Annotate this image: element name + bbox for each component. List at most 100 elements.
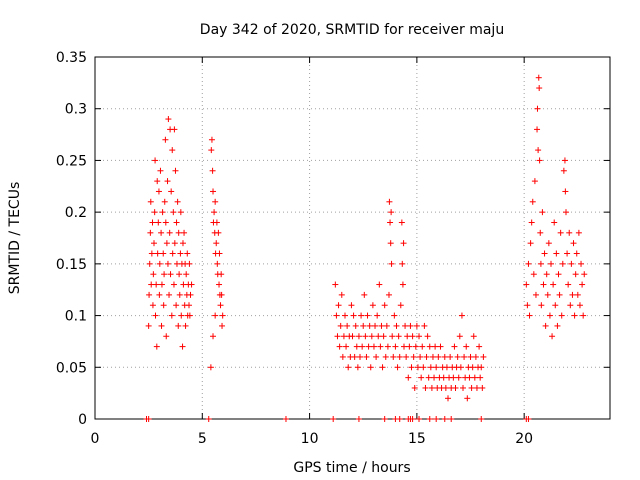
data-point [525,260,532,267]
data-point [345,364,352,371]
data-point [373,353,380,360]
data-point [572,271,579,278]
data-point [398,219,405,226]
data-point [417,353,424,360]
data-point [350,312,357,319]
data-point [390,353,397,360]
data-point [355,416,362,422]
data-point [579,281,586,288]
data-point [176,291,183,298]
data-point [207,364,214,371]
data-point [205,416,212,422]
data-point [170,209,177,216]
data-point [444,395,451,402]
data-point [575,229,582,236]
data-point [366,322,373,329]
data-point [383,322,390,329]
data-point [162,136,169,143]
data-point [381,416,388,422]
data-point [370,343,377,350]
data-point [212,198,219,205]
y-tick-label: 0.25 [56,153,87,169]
data-point [339,353,346,360]
data-point [532,291,539,298]
data-point [568,260,575,267]
data-point [168,188,175,195]
data-point [377,343,384,350]
x-tick-label: 20 [515,431,533,447]
data-point [542,322,549,329]
data-point [409,416,416,422]
data-point [188,281,195,288]
data-point [414,364,421,371]
data-point [565,281,572,288]
data-point [547,260,554,267]
data-point [166,229,173,236]
data-point [562,188,569,195]
data-point [154,178,161,185]
data-point [433,364,440,371]
data-point [152,312,159,319]
data-point [181,229,188,236]
y-tick-label: 0.2 [65,205,87,221]
data-point [145,322,152,329]
data-point [177,209,184,216]
data-point [431,374,438,381]
data-point [146,291,153,298]
data-point [179,240,186,247]
data-point [456,333,463,340]
chart-title: Day 342 of 2020, SRMTID for receiver maj… [200,22,504,38]
data-point [282,416,289,422]
data-point [164,178,171,185]
data-point [536,85,543,92]
data-point [424,333,431,340]
data-point [219,322,226,329]
data-point [461,353,468,360]
data-point [472,353,479,360]
data-point [549,333,556,340]
data-point [429,353,436,360]
data-point [557,229,564,236]
y-axis-label: SRMTID / TECUs [7,182,23,295]
data-point [167,271,174,278]
data-point [468,384,475,391]
data-point [441,353,448,360]
data-point [357,353,364,360]
x-tick-label: 0 [91,431,100,447]
data-point [473,384,480,391]
data-point [361,291,368,298]
data-point [437,343,444,350]
data-point [410,353,417,360]
data-point [399,281,406,288]
data-point [454,353,461,360]
data-point [186,260,193,267]
data-point [458,312,465,319]
data-point [457,364,464,371]
data-point [153,281,160,288]
data-point [158,229,165,236]
data-point [149,219,156,226]
x-tick-label: 5 [198,431,207,447]
data-point [447,353,454,360]
data-point [523,281,530,288]
data-point [543,271,550,278]
data-point [208,136,215,143]
data-point [337,322,344,329]
data-point [367,364,374,371]
data-point [544,291,551,298]
data-point [210,333,217,340]
data-point [442,384,449,391]
data-point [555,271,562,278]
data-point [349,333,356,340]
data-point [526,312,533,319]
data-point [551,219,558,226]
y-tick-label: 0 [78,412,87,428]
data-point [182,322,189,329]
data-point [216,250,223,257]
data-point [154,250,161,257]
data-point [479,384,486,391]
data-point [148,250,155,257]
data-point [380,333,387,340]
data-point [353,343,360,350]
